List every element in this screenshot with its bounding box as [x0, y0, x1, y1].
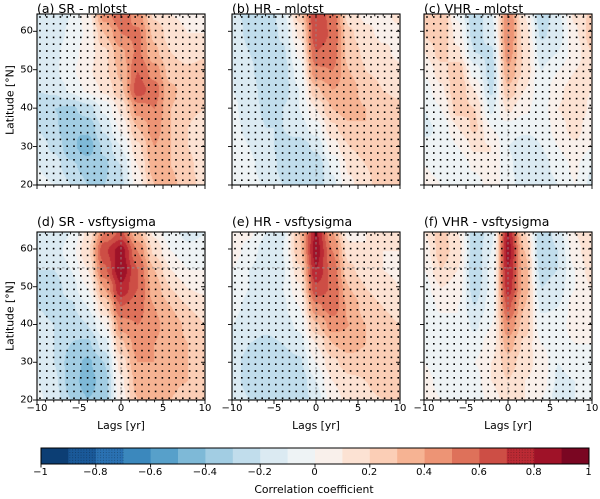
panel-title-f: (f) VHR - vsftysigma [424, 214, 550, 229]
y-axis-label-row2: Latitude [°N] [3, 281, 17, 351]
x-tick-label: −10 [413, 403, 435, 414]
colorbar-tick-label: −0.4 [192, 467, 218, 478]
x-tick-label: 10 [198, 403, 212, 414]
x-tick-label: 0 [312, 403, 320, 414]
panel-title-e: (e) HR - vsftysigma [232, 214, 353, 229]
y-tick-label: 40 [20, 102, 33, 114]
colorbar-tick-label: −0.6 [137, 467, 163, 478]
heatmap-panel-b [226, 8, 406, 191]
colorbar-tick-label: 0.6 [470, 467, 487, 478]
colorbar-tick-label: 0.8 [525, 467, 542, 478]
panel-title-d: (d) SR - vsftysigma [37, 214, 156, 229]
x-tick-label: −5 [458, 403, 474, 414]
x-tick-label: 5 [354, 403, 362, 414]
colorbar-tick-label: −0.8 [83, 467, 108, 478]
x-axis-label-col1: Lags [yr] [97, 419, 145, 432]
y-tick-label: 60 [20, 243, 33, 255]
y-tick-label: 50 [20, 64, 33, 76]
heatmap-panel-a [31, 8, 211, 191]
colorbar-canvas [34, 446, 595, 474]
colorbar-tick-label: 0 [311, 467, 318, 478]
colorbar-tick-label: 0.4 [416, 467, 433, 478]
heatmap-panel-e [226, 226, 406, 406]
colorbar-tick-label: −0.2 [247, 467, 272, 478]
y-tick-label: 20 [20, 394, 33, 406]
y-tick-label: 50 [20, 281, 33, 293]
x-tick-label: 5 [546, 403, 554, 414]
y-tick-label: 60 [20, 25, 33, 37]
x-tick-label: 10 [393, 403, 407, 414]
heatmap-panel-c [418, 8, 598, 191]
x-tick-label: −10 [26, 403, 48, 414]
colorbar-tick-label: 0.2 [361, 467, 378, 478]
y-tick-label: 30 [20, 356, 33, 368]
colorbar-label: Correlation coefficient [254, 483, 374, 496]
x-tick-label: −5 [71, 403, 87, 414]
colorbar-tick-label: −1 [33, 467, 48, 478]
x-tick-label: −10 [221, 403, 243, 414]
x-tick-label: −5 [266, 403, 282, 414]
heatmap-panel-f [418, 226, 598, 406]
y-tick-label: 20 [20, 179, 33, 191]
heatmap-panel-d [31, 226, 211, 406]
x-tick-label: 10 [585, 403, 599, 414]
x-tick-label: 5 [159, 403, 167, 414]
colorbar-tick-label: 1 [585, 467, 592, 478]
y-tick-label: 40 [20, 318, 33, 330]
x-axis-label-col3: Lags [yr] [484, 419, 532, 432]
x-axis-label-col2: Lags [yr] [292, 419, 340, 432]
x-tick-label: 0 [117, 403, 125, 414]
y-axis-label-row1: Latitude [°N] [3, 65, 17, 135]
y-tick-label: 30 [20, 141, 33, 153]
x-tick-label: 0 [504, 403, 512, 414]
